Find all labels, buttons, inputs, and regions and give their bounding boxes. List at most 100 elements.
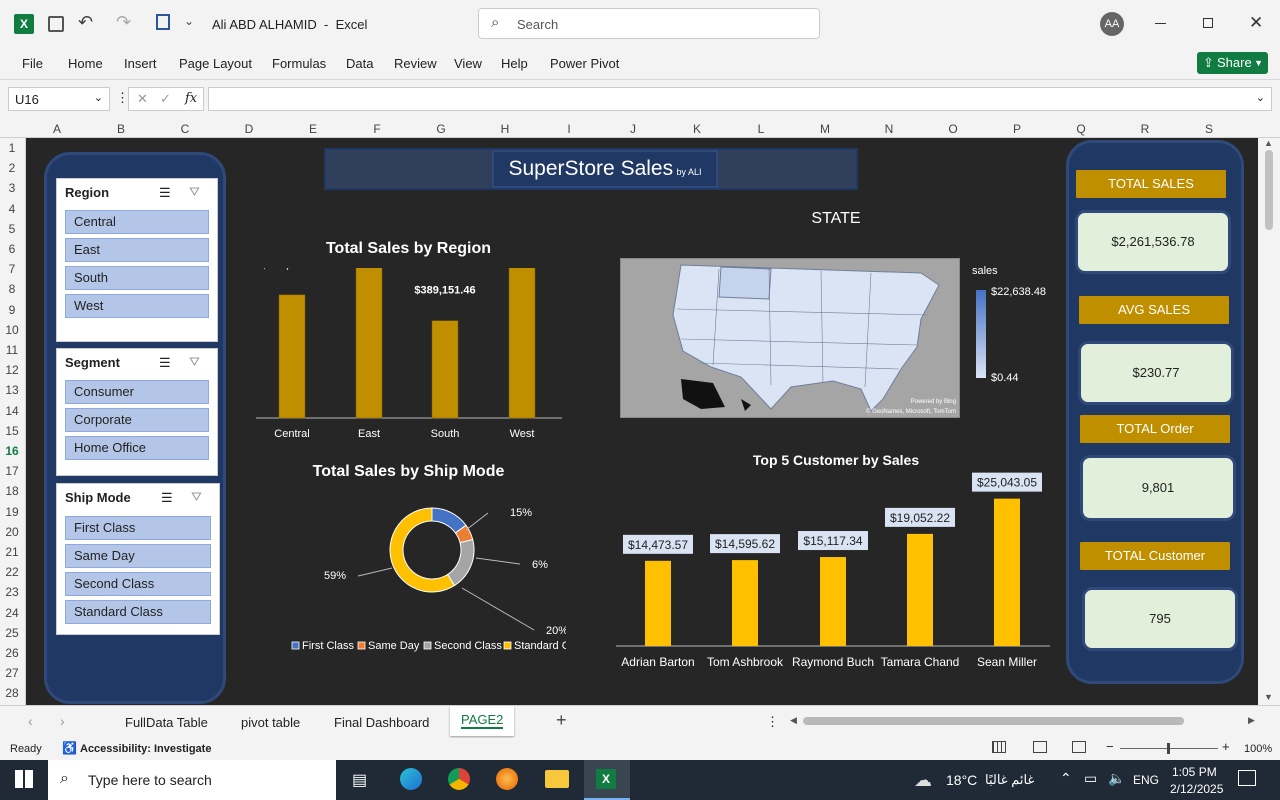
tab-power-pivot[interactable]: Power Pivot bbox=[550, 56, 620, 71]
column-header-n[interactable]: N bbox=[884, 122, 894, 136]
sheet-tab-final-dashboard[interactable]: Final Dashboard bbox=[334, 715, 430, 730]
tab-home[interactable]: Home bbox=[68, 56, 103, 71]
tab-help[interactable]: Help bbox=[501, 56, 528, 71]
row-header-12[interactable]: 12 bbox=[5, 363, 19, 378]
row-header-24[interactable]: 24 bbox=[5, 605, 19, 620]
slicer-item-first-class[interactable]: First Class bbox=[65, 516, 211, 540]
slicer-item-home-office[interactable]: Home Office bbox=[65, 436, 209, 460]
row-header-27[interactable]: 27 bbox=[5, 666, 19, 681]
weather-temp[interactable]: 18°C bbox=[946, 772, 978, 788]
file-explorer-icon[interactable] bbox=[545, 770, 569, 788]
tab-data[interactable]: Data bbox=[346, 56, 374, 71]
row-header-1[interactable]: 1 bbox=[8, 141, 16, 155]
row-header-7[interactable]: 7 bbox=[8, 262, 16, 277]
tab-formulas[interactable]: Formulas bbox=[272, 56, 327, 71]
windows-start-icon[interactable] bbox=[15, 770, 33, 788]
column-header-q[interactable]: Q bbox=[1076, 122, 1086, 136]
column-header-l[interactable]: L bbox=[757, 122, 765, 136]
row-header-25[interactable]: 25 bbox=[5, 625, 19, 640]
row-header-5[interactable]: 5 bbox=[8, 221, 16, 236]
tab-page-layout[interactable]: Page Layout bbox=[179, 56, 253, 71]
slicer-item-standard-class[interactable]: Standard Class bbox=[65, 600, 211, 624]
scroll-thumb[interactable] bbox=[1265, 150, 1273, 230]
prev-sheet-icon[interactable]: ‹ bbox=[28, 713, 33, 729]
quick-access-dropdown-icon[interactable]: ⌄ bbox=[184, 14, 195, 28]
multi-select-icon[interactable]: ☰ bbox=[161, 490, 173, 505]
scroll-up-icon[interactable]: ▲ bbox=[1264, 138, 1273, 148]
slicer-item-corporate[interactable]: Corporate bbox=[65, 408, 209, 432]
slicer-item-central[interactable]: Central bbox=[65, 210, 209, 234]
row-header-3[interactable]: 3 bbox=[8, 181, 16, 196]
insert-function-icon[interactable]: fx bbox=[185, 91, 198, 106]
column-header-i[interactable]: I bbox=[567, 122, 571, 136]
customize-icon[interactable] bbox=[156, 14, 170, 30]
clock-date[interactable]: 2/12/2025 bbox=[1170, 782, 1224, 796]
next-sheet-icon[interactable]: › bbox=[60, 713, 65, 729]
row-header-18[interactable]: 18 bbox=[5, 484, 19, 499]
row-header-6[interactable]: 6 bbox=[8, 242, 16, 256]
slicer-item-second-class[interactable]: Second Class bbox=[65, 572, 211, 596]
slicer-item-south[interactable]: South bbox=[65, 266, 209, 290]
column-header-m[interactable]: M bbox=[820, 122, 830, 136]
task-view-icon[interactable]: ▤ bbox=[352, 772, 368, 789]
excel-taskbar-icon[interactable]: X bbox=[584, 760, 630, 800]
row-header-15[interactable]: 15 bbox=[5, 423, 19, 438]
weather-icon[interactable]: ☁ bbox=[914, 770, 932, 790]
hscroll-right-icon[interactable]: ▶ bbox=[1248, 715, 1255, 725]
zoom-slider[interactable] bbox=[1120, 743, 1218, 754]
accessibility-status[interactable]: Accessibility: Investigate bbox=[80, 743, 212, 755]
row-header-20[interactable]: 20 bbox=[5, 524, 19, 539]
sheet-tab-fulldata[interactable]: FullData Table bbox=[125, 715, 208, 730]
more-icon[interactable]: ⋮ bbox=[116, 90, 129, 105]
network-icon[interactable]: ▭ bbox=[1084, 770, 1098, 786]
save-icon[interactable] bbox=[48, 16, 64, 32]
horizontal-scroll-thumb[interactable] bbox=[803, 717, 1184, 725]
taskbar-search[interactable]: ⌕ Type here to search bbox=[48, 760, 336, 800]
weather-desc[interactable]: غائم غالبًا bbox=[985, 772, 1035, 787]
avatar[interactable]: AA bbox=[1100, 12, 1124, 36]
notifications-icon[interactable] bbox=[1238, 770, 1256, 786]
search-box[interactable]: ⌕ Search bbox=[478, 8, 820, 39]
vertical-scrollbar[interactable]: ▲ ▼ bbox=[1258, 138, 1280, 705]
row-header-11[interactable]: 11 bbox=[5, 343, 19, 357]
clock-time[interactable]: 1:05 PM bbox=[1172, 765, 1217, 779]
zoom-in-icon[interactable]: + bbox=[1222, 739, 1230, 754]
zoom-slider-thumb[interactable] bbox=[1167, 743, 1170, 754]
row-header-9[interactable]: 9 bbox=[8, 302, 16, 317]
firefox-icon[interactable] bbox=[496, 768, 518, 790]
chrome-icon[interactable] bbox=[448, 768, 470, 790]
clear-filter-icon[interactable]: ⛛ bbox=[189, 184, 200, 199]
row-header-13[interactable]: 13 bbox=[5, 383, 19, 398]
row-header-10[interactable]: 10 bbox=[5, 322, 19, 337]
redo-icon[interactable]: ↷ bbox=[116, 12, 132, 32]
column-header-a[interactable]: A bbox=[52, 122, 61, 136]
slicer-ship-mode[interactable]: Ship Mode ☰ ⛛ First Class Same Day Secon… bbox=[56, 483, 220, 635]
row-header-14[interactable]: 14 bbox=[5, 403, 19, 418]
column-header-k[interactable]: K bbox=[692, 122, 701, 136]
column-header-r[interactable]: R bbox=[1140, 122, 1150, 136]
row-header-8[interactable]: 8 bbox=[8, 282, 16, 297]
column-header-j[interactable]: J bbox=[630, 122, 636, 136]
row-header-2[interactable]: 2 bbox=[8, 161, 16, 176]
more-options-icon[interactable]: ⋮ bbox=[766, 714, 779, 729]
tab-file[interactable]: File bbox=[22, 56, 43, 71]
column-header-s[interactable]: S bbox=[1204, 122, 1213, 136]
slicer-segment[interactable]: Segment ☰ ⛛ Consumer Corporate Home Offi… bbox=[56, 348, 218, 476]
tray-chevron-icon[interactable]: ⌃ bbox=[1060, 770, 1072, 786]
language-indicator[interactable]: ENG bbox=[1133, 773, 1160, 787]
column-header-c[interactable]: C bbox=[180, 122, 190, 136]
tab-review[interactable]: Review bbox=[394, 56, 437, 71]
column-header-b[interactable]: B bbox=[116, 122, 125, 136]
undo-icon[interactable]: ↶ bbox=[78, 12, 94, 32]
page-layout-view-icon[interactable] bbox=[1033, 741, 1047, 753]
cancel-icon[interactable]: ✕ bbox=[137, 91, 148, 106]
row-header-19[interactable]: 19 bbox=[5, 504, 19, 519]
slicer-item-west[interactable]: West bbox=[65, 294, 209, 318]
column-header-e[interactable]: E bbox=[308, 122, 317, 136]
tab-view[interactable]: View bbox=[454, 56, 482, 71]
share-button[interactable]: ⇪ Share ▼ bbox=[1197, 52, 1268, 74]
column-header-h[interactable]: H bbox=[500, 122, 510, 136]
zoom-level[interactable]: 100% bbox=[1244, 743, 1273, 755]
column-header-o[interactable]: O bbox=[948, 122, 958, 136]
add-sheet-icon[interactable]: + bbox=[556, 710, 567, 730]
